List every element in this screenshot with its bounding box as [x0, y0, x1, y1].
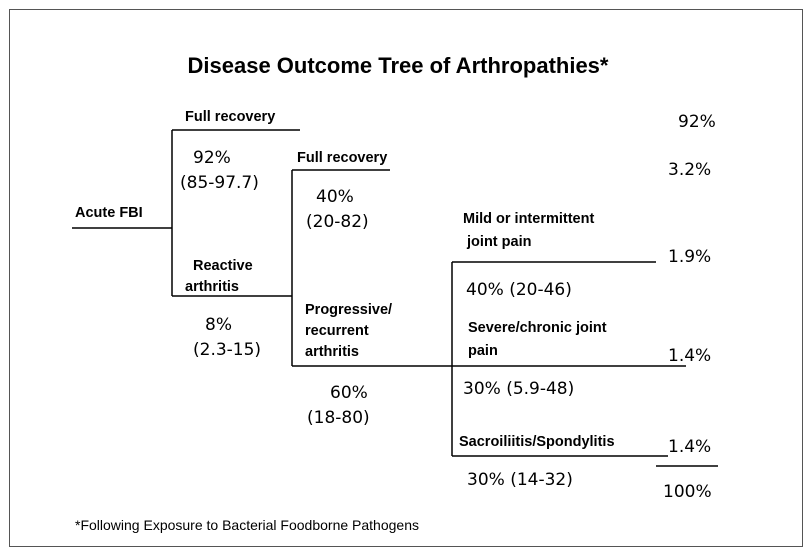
node-label: pain: [468, 343, 498, 359]
node-label: Mild or intermittent: [463, 211, 594, 227]
node-probability: 40%: [316, 187, 354, 207]
outcome: 1.9%: [668, 247, 711, 267]
node-label: Full recovery: [297, 150, 387, 166]
node-label: recurrent: [305, 323, 369, 339]
node-label: joint pain: [463, 234, 531, 250]
node-label: Reactive: [193, 258, 253, 274]
node-label: Severe/chronic joint: [468, 320, 607, 336]
title: Disease Outcome Tree of Arthropathies*: [188, 53, 609, 78]
root-label: Acute FBI: [75, 205, 143, 221]
node-probability: 40% (20-46): [466, 280, 572, 300]
outcome: 1.4%: [668, 437, 711, 457]
node-label: Progressive/: [305, 302, 392, 318]
tree-lines: [72, 129, 718, 467]
node-label: Sacroiliitis/Spondylitis: [459, 434, 615, 450]
node-label: arthritis: [185, 279, 239, 295]
outcome: 1.4%: [668, 346, 711, 366]
node-probability: 60%: [330, 383, 368, 403]
node-label: Full recovery: [185, 109, 275, 125]
outcome: 92%: [678, 112, 716, 132]
node-label: arthritis: [305, 344, 359, 360]
node-probability: 30% (14-32): [467, 470, 573, 490]
node-probability: (18-80): [307, 408, 370, 428]
total: 100%: [663, 482, 712, 502]
footnote: *Following Exposure to Bacterial Foodbor…: [75, 517, 419, 533]
node-probability: (85-97.7): [180, 173, 259, 193]
outcome: 3.2%: [668, 160, 711, 180]
node-probability: 8%: [205, 315, 232, 335]
frame: [9, 9, 803, 547]
node-probability: 92%: [193, 148, 231, 168]
node-probability: 30% (5.9-48): [463, 379, 574, 399]
node-probability: (2.3-15): [193, 340, 261, 360]
node-probability: (20-82): [306, 212, 369, 232]
